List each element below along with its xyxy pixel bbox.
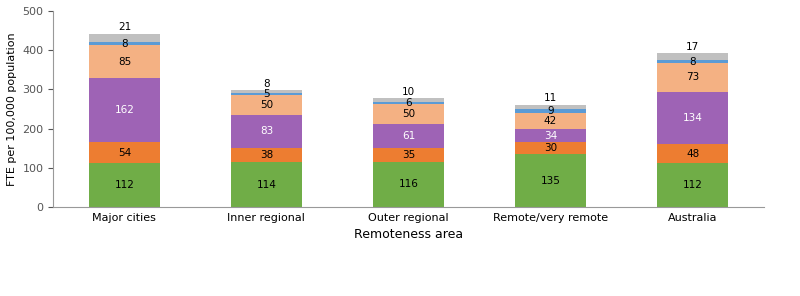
Bar (515, 154, 586, 207)
Text: 48: 48 (686, 149, 699, 159)
Text: 8: 8 (263, 79, 270, 89)
Bar (231, 147, 302, 163)
Text: 50: 50 (260, 100, 273, 110)
Text: 42: 42 (544, 116, 557, 126)
Bar (657, 60, 728, 63)
Text: 5: 5 (263, 89, 270, 99)
Text: 38: 38 (260, 150, 273, 160)
Y-axis label: FTE per 100,000 population: FTE per 100,000 population (7, 32, 17, 186)
Text: 50: 50 (402, 109, 415, 119)
Text: 112: 112 (114, 180, 134, 190)
Text: 112: 112 (682, 180, 702, 190)
Text: 9: 9 (547, 106, 554, 116)
Text: 34: 34 (544, 131, 557, 141)
Bar (89, 163, 160, 207)
Text: 54: 54 (118, 148, 131, 158)
Bar (231, 90, 302, 93)
Bar (657, 163, 728, 207)
Bar (89, 78, 160, 142)
Bar (231, 93, 302, 95)
Bar (657, 144, 728, 163)
Text: 8: 8 (121, 38, 128, 49)
Text: 83: 83 (260, 126, 273, 136)
Text: 114: 114 (257, 180, 276, 190)
Bar (231, 95, 302, 115)
Text: 134: 134 (682, 113, 702, 123)
Bar (373, 104, 444, 124)
Text: 162: 162 (114, 105, 134, 115)
Bar (89, 34, 160, 42)
Bar (231, 115, 302, 147)
Bar (373, 102, 444, 104)
Text: 21: 21 (118, 22, 131, 32)
Bar (373, 148, 444, 162)
Text: 17: 17 (686, 42, 699, 52)
Text: 30: 30 (544, 143, 557, 153)
Bar (515, 142, 586, 154)
Bar (89, 42, 160, 45)
Bar (515, 109, 586, 112)
Bar (373, 98, 444, 102)
Text: 61: 61 (402, 131, 415, 141)
Bar (373, 162, 444, 207)
Text: 135: 135 (541, 176, 561, 186)
Bar (657, 92, 728, 144)
Text: 85: 85 (118, 57, 131, 67)
Bar (231, 163, 302, 207)
Bar (89, 142, 160, 163)
X-axis label: Remoteness area: Remoteness area (354, 228, 463, 241)
Text: 10: 10 (402, 86, 415, 96)
Text: 73: 73 (686, 73, 699, 83)
Bar (657, 53, 728, 60)
Bar (515, 112, 586, 129)
Bar (515, 105, 586, 109)
Text: 8: 8 (690, 57, 696, 67)
Text: 116: 116 (398, 179, 418, 189)
Bar (515, 129, 586, 142)
Bar (89, 45, 160, 78)
Text: 6: 6 (405, 98, 412, 108)
Text: 11: 11 (544, 93, 557, 103)
Text: 35: 35 (402, 150, 415, 160)
Bar (657, 63, 728, 92)
Bar (373, 124, 444, 148)
